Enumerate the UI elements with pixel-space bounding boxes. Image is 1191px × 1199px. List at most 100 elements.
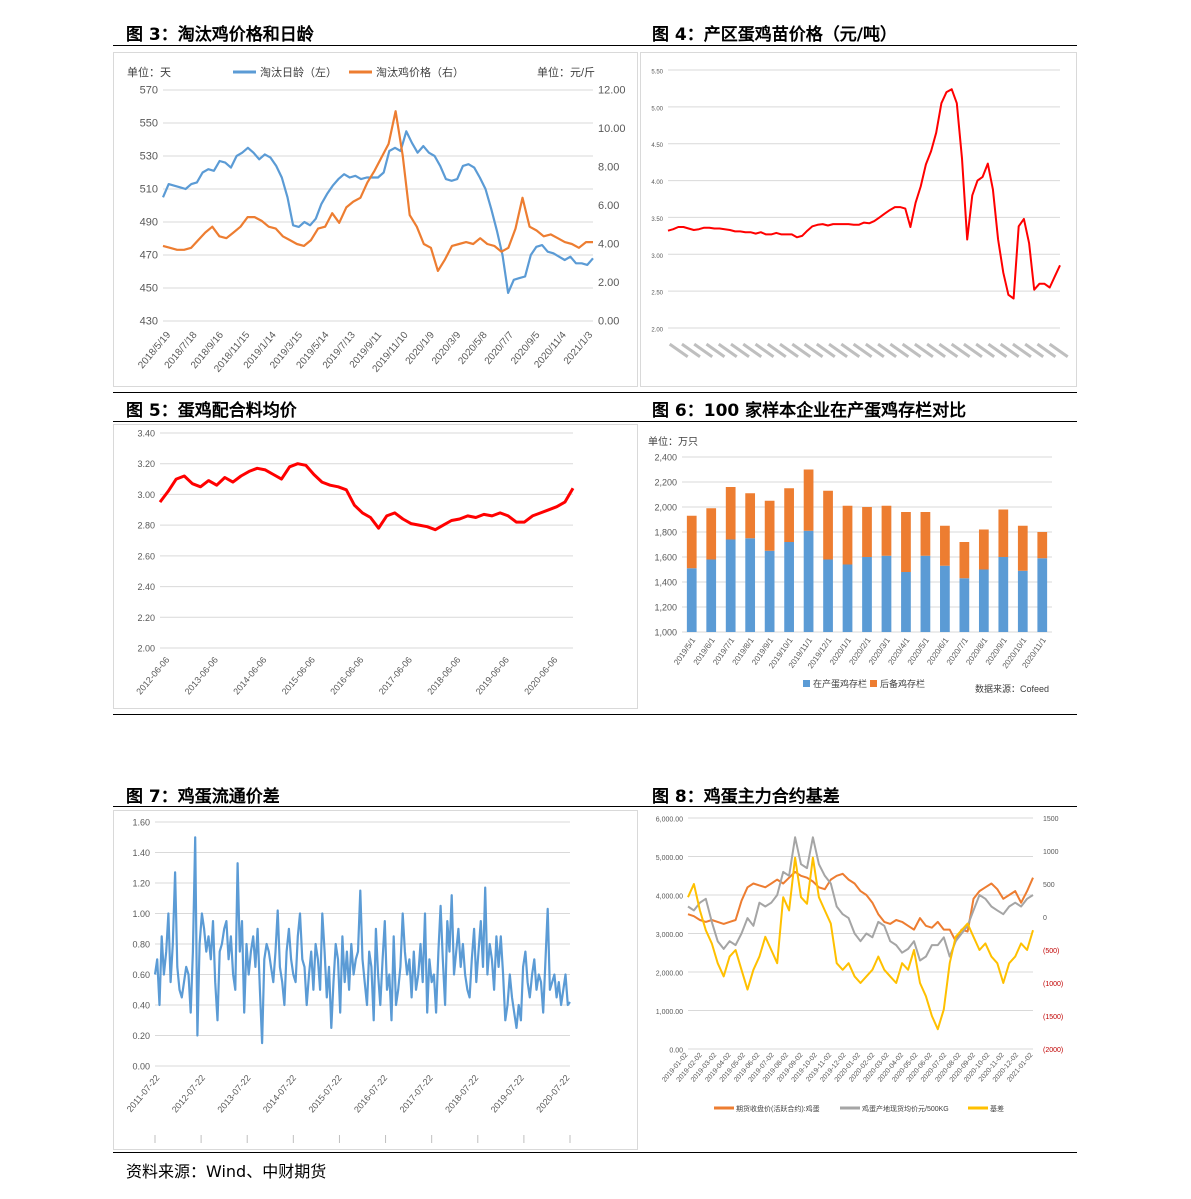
fig7-xtick: 2019-07-22 <box>489 1073 526 1115</box>
fig6-bar-reserve <box>823 490 833 560</box>
fig7-xtick: 2012-07-22 <box>170 1073 207 1115</box>
fig7-xtick: 2013-07-22 <box>215 1073 252 1115</box>
fig8-ytick-right: 1000 <box>1043 849 1059 856</box>
fig3-title: 图 3：淘汰鸡价格和日龄 <box>126 25 314 45</box>
fig6-chart: 单位：万只 2,400 2,200 2,000 1,800 1,600 1,400 1,200… <box>640 424 1077 709</box>
fig6-legend-swatch-0 <box>803 680 810 687</box>
fig5-xtick: 2014-06-06 <box>231 655 268 697</box>
fig5-frame <box>113 424 638 709</box>
fig4-xtick-mark <box>987 342 1008 358</box>
fig4-xtick-mark <box>901 342 922 358</box>
fig6-bar-reserve <box>978 529 989 570</box>
fig7-svg: 1.60 1.40 1.20 1.00 0.80 0.60 0.40 0.20 0.002011… <box>113 810 638 1150</box>
fig4-ytick: 4.50 <box>651 143 663 149</box>
fig7-ytick: 1.00 <box>132 909 150 919</box>
fig6-bar-reserve <box>862 507 872 557</box>
fig5-ytick: 2.80 <box>137 521 155 531</box>
fig4-xtick-mark <box>1024 342 1045 358</box>
fig5-ytick: 3.00 <box>137 490 155 500</box>
fig4-xtick-mark <box>864 342 885 358</box>
fig3-ytick-right: 2.00 <box>598 277 619 289</box>
fig6-source: 数据来源：Cofeed <box>975 683 1049 694</box>
fig7-title: 图 7：鸡蛋流通价差 <box>126 787 280 807</box>
fig6-legend-label-1: 后备鸡存栏 <box>880 678 925 689</box>
fig7-xtick: 2015-07-22 <box>306 1073 343 1115</box>
fig6-bar-layer <box>901 572 911 632</box>
fig6-bar-reserve <box>725 487 736 540</box>
fig6-ytick: 1,800 <box>654 528 677 538</box>
fig6-bar-reserve <box>940 525 950 566</box>
fig8-ytick-left: 4,000.00 <box>656 894 683 901</box>
fig4-xtick-mark <box>889 342 910 358</box>
fig6-bar-reserve <box>745 493 756 539</box>
fig6-bar-reserve <box>803 469 814 531</box>
fig6-bar-layer <box>940 565 950 632</box>
fig4-xtick-mark <box>1048 342 1069 358</box>
fig6-bar-layer <box>1017 570 1028 632</box>
fig6-bar-layer <box>803 530 814 632</box>
fig6-bar-layer <box>784 542 794 632</box>
fig6-ytick: 2,400 <box>654 453 677 463</box>
fig3-ytick-left: 430 <box>140 316 158 328</box>
fig6-bar-layer <box>1037 558 1048 632</box>
fig7-ytick: 0.20 <box>132 1031 150 1041</box>
fig7-xtick: 2016-07-22 <box>352 1073 389 1115</box>
fig6-bar-layer <box>764 550 775 632</box>
fig4-ytick: 5.00 <box>651 106 663 112</box>
fig3-xtick: 2021/1/3 <box>562 330 596 367</box>
fig4-xtick-mark <box>852 342 873 358</box>
fig7-line <box>153 836 571 1045</box>
fig6-bar-reserve <box>901 512 911 572</box>
fig6-svg: 单位：万只 2,400 2,200 2,000 1,800 1,600 1,400 1,200… <box>648 435 1052 694</box>
fig5-line <box>158 462 575 532</box>
fig5-title: 图 5：蛋鸡配合料均价 <box>126 401 297 421</box>
fig5-ytick: 2.40 <box>137 582 155 592</box>
fig6-bar-reserve <box>706 508 717 560</box>
fig3-unit-right: 单位：元/斤 <box>537 65 595 79</box>
fig7-ytick: 0.60 <box>132 970 150 980</box>
fig8-ytick-right: 500 <box>1043 882 1055 889</box>
bottom-rule <box>113 1152 1077 1153</box>
fig4-xtick-mark <box>828 342 848 358</box>
fig3-chart: 单位：天 单位：元/斤 淘汰日龄（左） 淘汰鸡价格（右） 570 550 530 510 490… <box>113 52 638 387</box>
lower-rule <box>113 806 1077 807</box>
fig4-xtick-mark <box>877 342 897 358</box>
fig6-ytick: 1,400 <box>654 578 677 588</box>
fig8-legend-label-1: 鸡蛋产地现货均价元/500KG <box>862 1104 949 1113</box>
fig6-bar-reserve <box>764 500 775 551</box>
fig8-chart: 6,000.00 5,000.00 4,000.00 3,000.00 2,000.00… <box>640 810 1077 1150</box>
fig5-ytick: 2.20 <box>137 613 155 623</box>
fig3-ytick-left: 570 <box>140 85 158 97</box>
fig8-ytick-right: 1500 <box>1043 816 1059 823</box>
top-rule <box>113 45 1077 46</box>
fig3-ytick-right: 8.00 <box>598 162 619 174</box>
fig4-xtick-mark <box>815 342 836 358</box>
fig8-ytick-right: (1500) <box>1043 1014 1063 1021</box>
fig8-line-futures <box>687 870 1034 943</box>
fig4-ytick: 2.00 <box>651 328 663 334</box>
fig8-title: 图 8：鸡蛋主力合约基差 <box>652 787 840 807</box>
fig5-xtick: 2017-06-06 <box>377 655 414 697</box>
fig8-ytick-left: 2,000.00 <box>656 971 683 978</box>
source-note: 资料来源：Wind、中财期货 <box>126 1162 327 1181</box>
fig4-xtick-mark <box>766 342 787 358</box>
fig4-xtick-mark <box>717 342 738 358</box>
fig4-line <box>667 88 1061 300</box>
fig8-ytick-left: 6,000.00 <box>656 817 683 824</box>
fig6-bar-layer <box>686 568 697 632</box>
fig4-xtick-mark <box>779 342 799 358</box>
fig3-ytick-right: 12.00 <box>598 85 626 97</box>
fig4-xtick-mark <box>803 342 824 358</box>
fig4-ytick: 4.00 <box>651 180 663 186</box>
fig6-bar-reserve <box>881 505 892 556</box>
fig4-ytick: 2.50 <box>651 291 663 297</box>
fig4-chart: 5.50 5.00 4.50 4.00 3.50 3.00 2.50 2.00 <box>640 52 1077 387</box>
fig4-xtick-mark <box>1036 342 1057 358</box>
fig8-ytick-right: (1000) <box>1043 981 1063 988</box>
fig4-xtick-mark <box>730 342 750 358</box>
fig8-ytick-right: (2000) <box>1043 1047 1063 1054</box>
fig6-bar-reserve <box>842 505 853 565</box>
fig3-ytick-left: 470 <box>140 250 158 262</box>
fig5-xtick: 2019-06-06 <box>474 655 511 697</box>
fig4-xtick-mark <box>926 342 946 358</box>
